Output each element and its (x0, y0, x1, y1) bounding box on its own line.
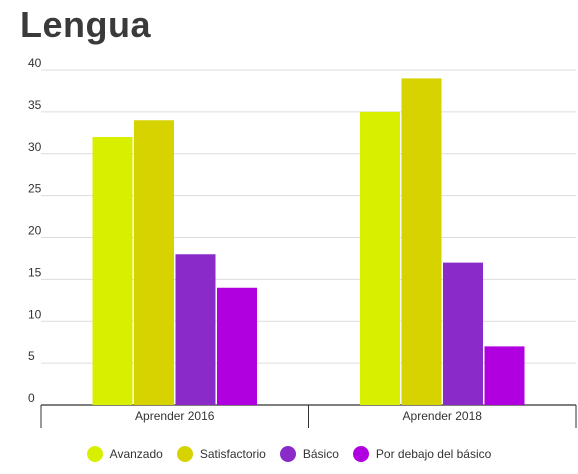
legend-swatch-por-debajo (352, 446, 369, 462)
bar-avanzado-0 (92, 137, 133, 405)
x-category-label-0: Aprender 2016 (135, 409, 215, 423)
y-tick-label-35: 35 (28, 98, 42, 112)
y-tick-label-15: 15 (28, 265, 42, 279)
bar-avanzado-1 (360, 111, 400, 405)
bar-por-debajo-del-básico-0 (217, 287, 257, 405)
y-tick-label-20: 20 (28, 224, 42, 238)
y-tick-label-5: 5 (28, 349, 35, 363)
legend-label-satisfactorio: Satisfactorio (199, 447, 266, 461)
legend-item-por-debajo: Por debajo del básico (352, 446, 492, 462)
legend-item-avanzado: Avanzado (86, 446, 163, 462)
bar-satisfactorio-0 (134, 120, 174, 405)
legend-label-por-debajo: Por debajo del básico (375, 447, 492, 461)
y-tick-label-0: 0 (28, 391, 35, 405)
y-tick-label-30: 30 (28, 140, 42, 154)
bar-básico-1 (443, 262, 483, 405)
bar-satisfactorio-1 (401, 78, 442, 405)
y-tick-label-10: 10 (28, 307, 42, 321)
legend-swatch-basico (279, 446, 296, 462)
chart-title: Lengua (20, 4, 152, 45)
y-tick-label-25: 25 (28, 182, 42, 196)
legend-item-basico: Básico (279, 446, 339, 462)
y-tick-label-40: 40 (28, 56, 42, 70)
legend-swatch-avanzado (86, 446, 103, 462)
legend-label-basico: Básico (302, 447, 339, 461)
legend-item-satisfactorio: Satisfactorio (176, 446, 266, 462)
legend: Avanzado Satisfactorio Básico Por debajo… (0, 446, 578, 462)
x-category-label-1: Aprender 2018 (403, 409, 483, 423)
bar-por-debajo-del-básico-1 (484, 346, 525, 405)
bar-básico-0 (175, 254, 216, 405)
legend-label-avanzado: Avanzado (109, 447, 163, 461)
bar-chart: 0 5 10 15 20 25 30 35 40 Aprender 2016 Aprender 20… (28, 56, 577, 428)
legend-swatch-satisfactorio (176, 446, 193, 462)
